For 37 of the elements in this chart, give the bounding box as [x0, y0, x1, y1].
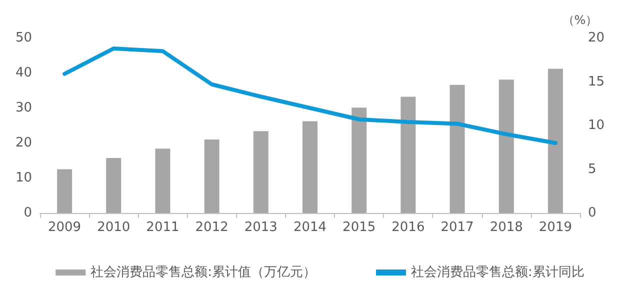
y-tick-label: 0 [24, 206, 32, 220]
x-tick-label: 2017 [440, 220, 474, 235]
y2-tick-label: 10 [588, 118, 605, 133]
bar [548, 68, 563, 213]
bar [155, 148, 170, 213]
legend-label: 社会消费品零售总额:累计同比 [411, 265, 584, 280]
bar [302, 121, 318, 213]
y-tick-label: 20 [15, 136, 32, 150]
x-tick-label: 2009 [48, 220, 82, 235]
bar [352, 108, 367, 213]
x-tick-label: 2016 [392, 220, 425, 235]
x-tick-label: 2010 [97, 220, 130, 235]
y-tick-label: 10 [15, 170, 32, 186]
bar [253, 131, 268, 213]
x-tick-label: 2015 [342, 220, 376, 235]
bar [450, 84, 465, 213]
bar [57, 169, 72, 213]
x-tick-label: 2019 [538, 220, 572, 235]
y-tick-label: 50 [15, 30, 32, 46]
x-tick-label: 2018 [490, 220, 523, 235]
bar [106, 158, 122, 213]
y-tick-label: 30 [15, 100, 32, 116]
x-tick-label: 2012 [195, 220, 228, 235]
x-tick-label: 2014 [293, 220, 327, 235]
y-tick-label: 40 [15, 66, 32, 80]
bar [400, 96, 416, 213]
x-tick-label: 2013 [244, 220, 278, 235]
legend-label: 社会消费品零售总额:累计值（万亿元） [90, 265, 316, 280]
y2-tick-label: 0 [588, 206, 596, 220]
line-series [62, 46, 558, 145]
bar [498, 80, 514, 213]
x-tick-label: 2011 [146, 220, 180, 235]
y2-axis-title: （%） [562, 13, 598, 27]
bar [204, 140, 220, 213]
y2-tick-label: 20 [588, 30, 605, 46]
y2-tick-label: 5 [588, 162, 596, 177]
y2-tick-label: 15 [588, 74, 605, 90]
